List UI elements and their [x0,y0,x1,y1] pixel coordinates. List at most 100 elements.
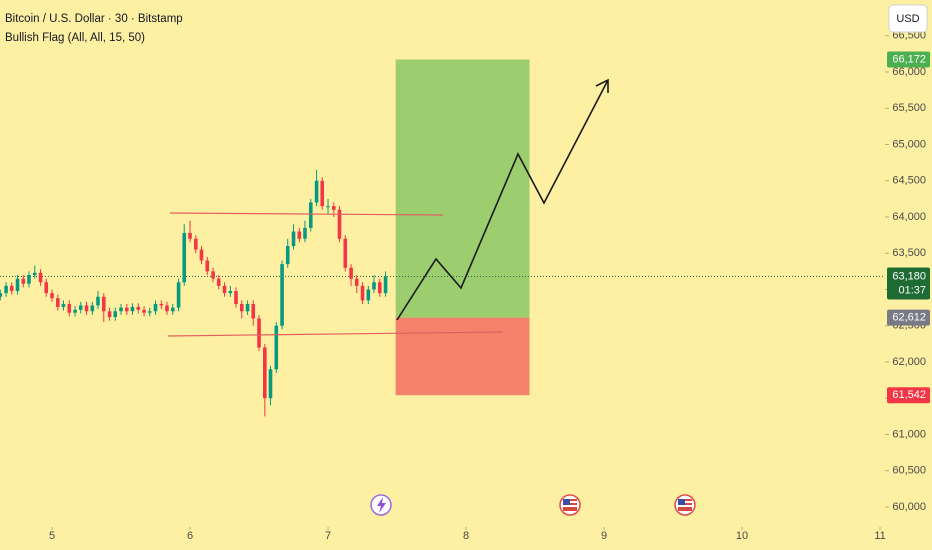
candle-body [303,227,307,239]
candle-body [234,290,238,305]
last-price-tag [887,267,930,300]
price-tag [887,51,930,68]
candle-body [67,304,72,313]
projection-arrowhead [595,78,609,93]
candle-body [73,309,77,313]
y-tick-label: 64,000 [892,211,926,223]
candle-body [349,267,353,279]
event-icon[interactable] [674,494,696,516]
candle-body [125,307,129,312]
candle-body [32,272,37,276]
candle-body [377,282,382,294]
x-tick-label: 9 [601,530,607,542]
candle-body [84,305,89,312]
candle-body [263,347,267,399]
candle-body [245,304,250,312]
candle-body [113,311,118,318]
x-tick-label: 11 [874,530,885,542]
y-tick-label: 64,500 [892,175,926,187]
price-tag [887,309,930,326]
candle-body [291,231,296,247]
candle-body [96,296,100,306]
currency-button[interactable]: USD [888,4,928,33]
price-tag-label: 66,172 [892,53,926,65]
candle-body [50,293,54,299]
candle-body [142,309,146,313]
candle-body [320,180,325,207]
candle-body [194,238,198,250]
candle-body [216,278,221,286]
candle-body [176,282,181,308]
candle-body [15,278,20,291]
candle-body [147,311,152,313]
price-tag-label: 61,542 [892,389,926,401]
candle-body [354,278,359,286]
candle-body [280,264,284,326]
candle-body [343,238,348,268]
candle-body [170,307,175,312]
button-frame[interactable] [888,4,928,33]
candle-body [56,298,60,307]
event-icon[interactable] [370,494,392,516]
candle-body [0,293,3,297]
candle-body [4,285,8,294]
candle-body [61,304,66,307]
candle-body [130,306,135,312]
candle-body [159,304,164,306]
y-tick-label: 66,000 [892,66,926,78]
candle-body [165,305,169,312]
candle-body [27,275,31,284]
candle-body [239,304,244,312]
price-tag-label: 62,612 [892,312,926,324]
y-tick-label: 61,000 [892,428,926,440]
candle-body [222,285,227,294]
candle-body [251,304,256,319]
candle-body [199,249,204,261]
candle-body [205,260,210,272]
x-tick-label: 6 [187,530,193,542]
x-tick-label: 10 [736,530,748,542]
x-tick-label: 7 [325,530,331,542]
x-tick-label: 5 [49,530,55,542]
y-tick-label: 65,000 [892,138,926,150]
candle-body [136,306,141,310]
flag-upper-line [169,212,444,216]
candle-body [326,206,330,208]
candle-body [21,278,26,284]
y-tick-label: 60,500 [892,465,926,477]
candle-body [228,290,233,294]
event-icon[interactable] [559,494,581,516]
candle-body [337,209,342,239]
chart-title: Bitcoin / U.S. Dollar · 30 · Bitstamp [5,13,183,25]
price-tag [887,387,930,404]
candle-body [360,285,365,301]
indicator-label: Bullish Flag (All, All, 15, 50) [5,32,145,44]
candle-body [308,202,313,228]
countdown-label: 01:37 [898,284,926,296]
candle-body [38,272,43,283]
candle-body [9,285,14,291]
stop-zone [395,317,530,396]
candle-body [332,206,336,210]
candle-body [153,304,158,312]
y-tick-label: 63,500 [892,247,926,259]
y-tick-label: 62,000 [892,356,926,368]
plot-area [0,59,885,417]
candle-body [107,311,112,318]
y-tick-label: 66,500 [892,30,926,42]
x-tick-label: 8 [463,530,469,542]
candle-body [44,282,49,294]
button-label[interactable]: USD [896,13,919,25]
y-tick-label: 60,000 [892,501,926,513]
candle-body [211,271,215,279]
projection-path [396,79,609,321]
candle-body [274,325,279,370]
candle-body [372,282,376,290]
y-tick-label: 65,500 [892,102,926,114]
last-price-label: 63,180 [892,270,926,282]
candle-body [268,369,273,399]
candle-body [119,307,123,312]
candle-body [314,180,319,203]
